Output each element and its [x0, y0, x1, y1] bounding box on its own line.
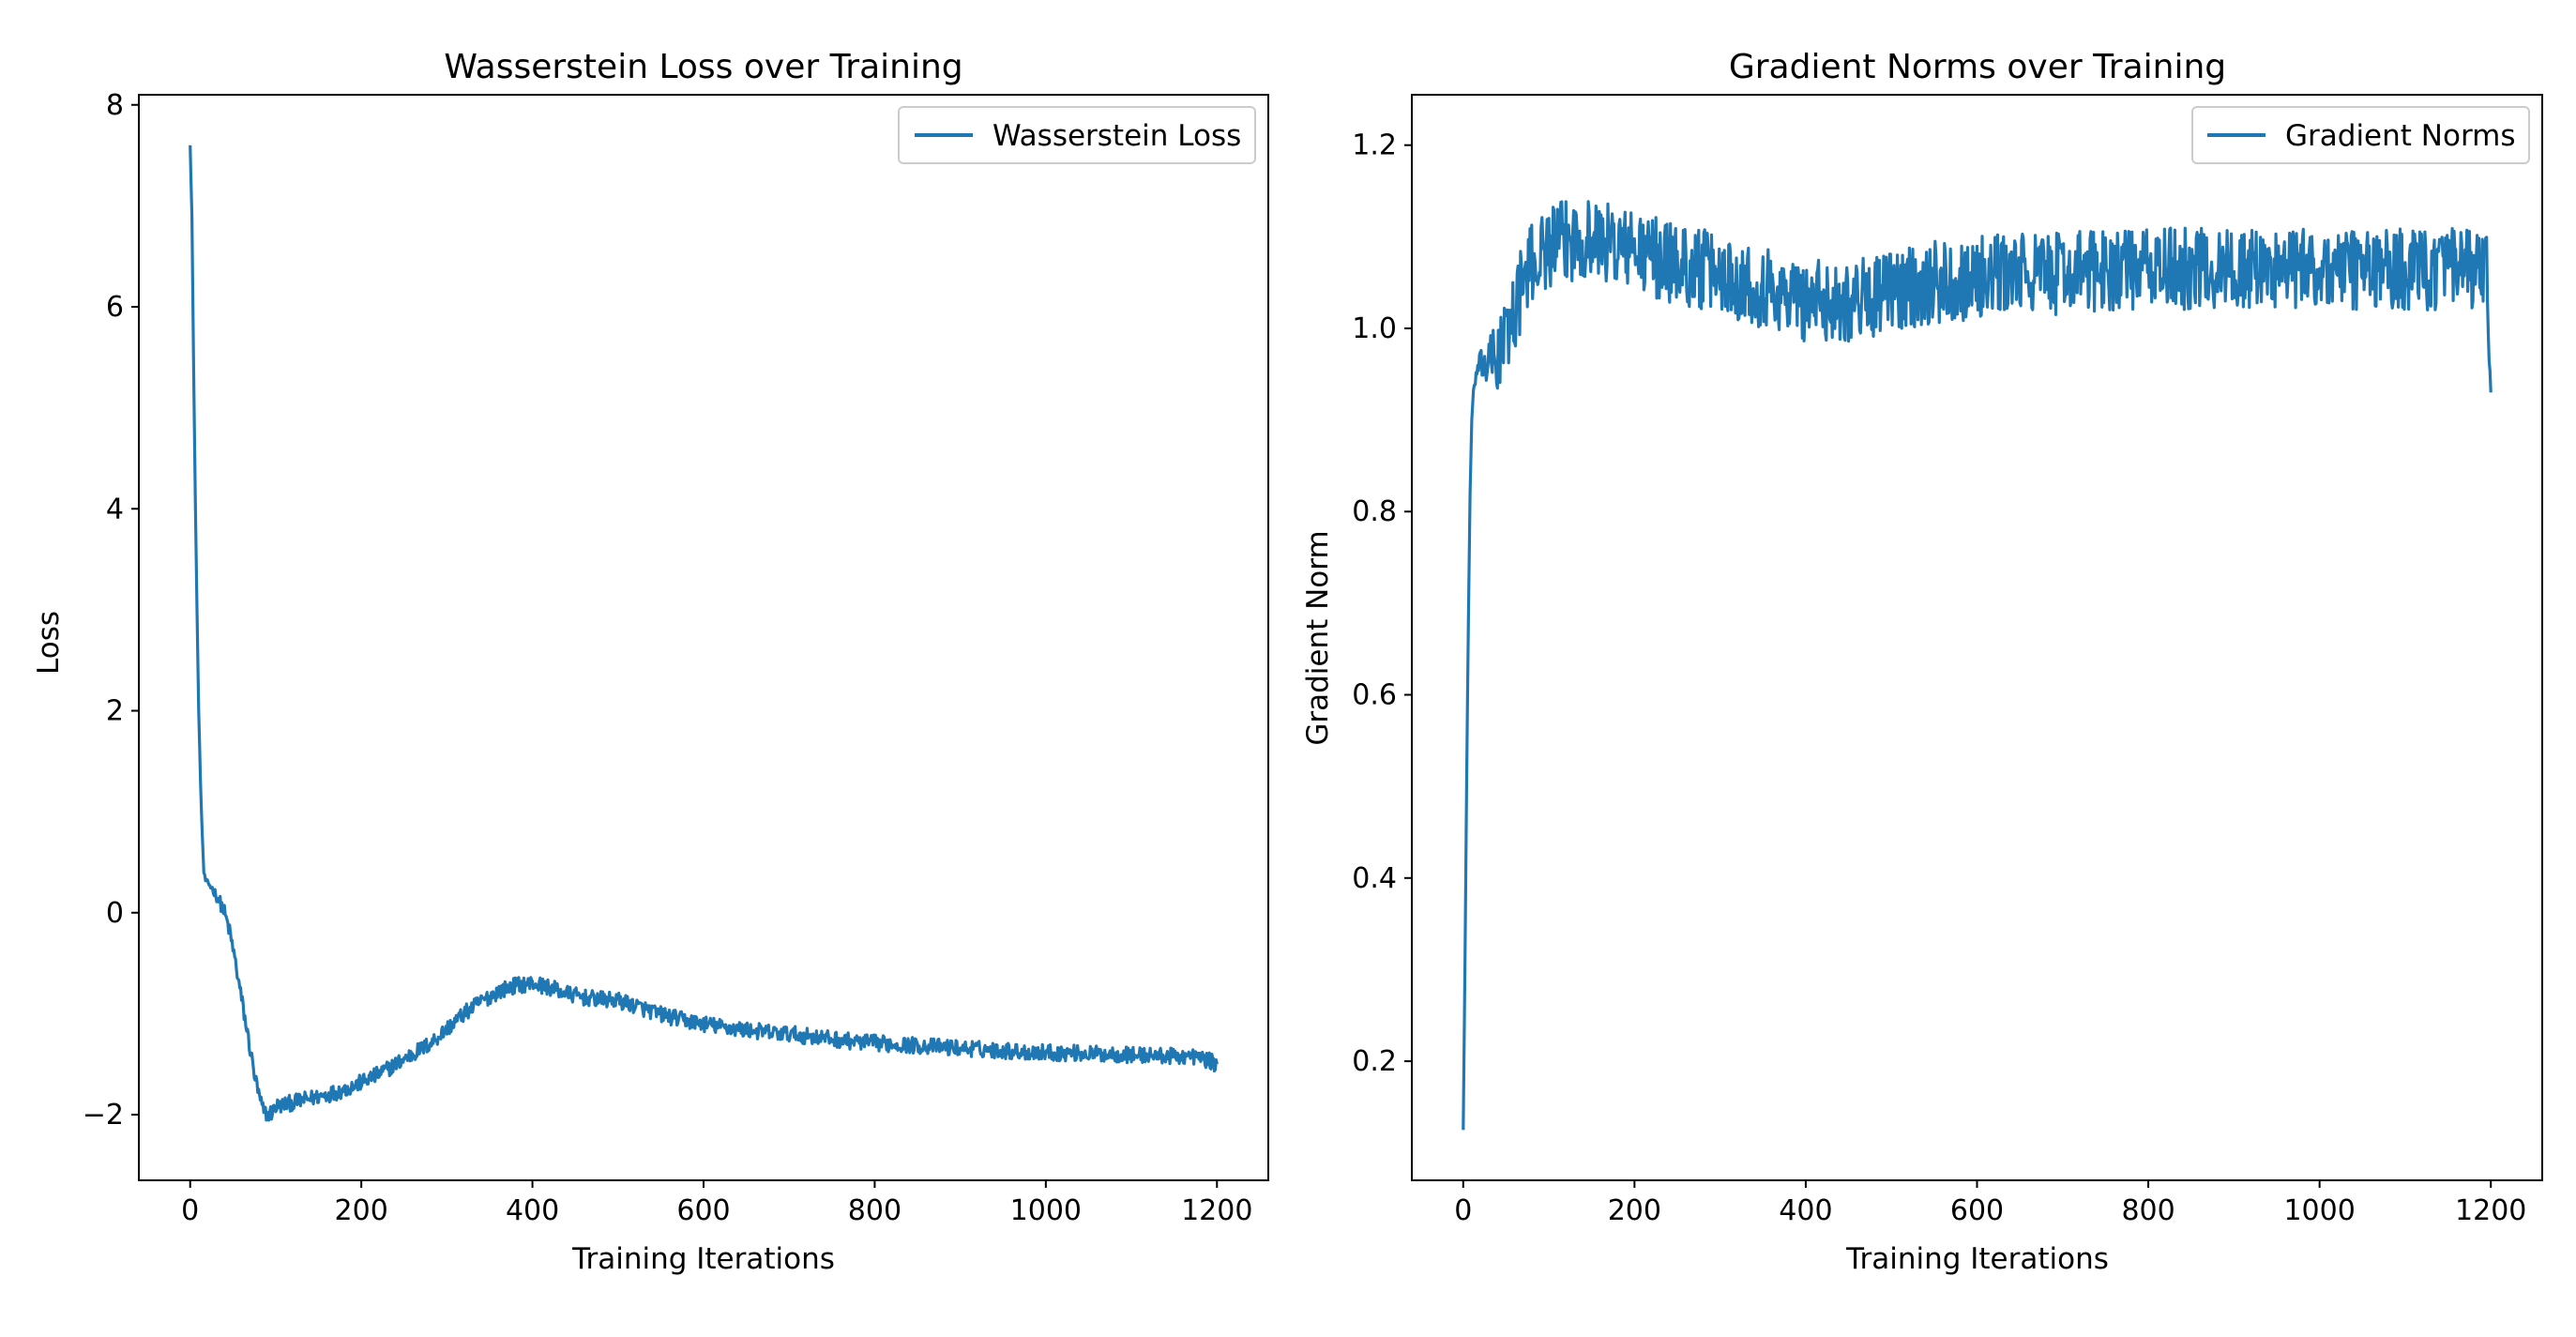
x-tick-label: 1000 — [1010, 1194, 1082, 1227]
legend-label: Wasserstein Loss — [993, 119, 1241, 153]
y-tick-label: 8 — [106, 89, 124, 122]
y-ticks: 0.2 0.4 0.6 0.8 1.0 1.2 — [1352, 129, 1412, 1078]
y-tick-label: 0.8 — [1352, 495, 1397, 528]
x-tick-label: 200 — [335, 1194, 388, 1227]
x-ticks: 0 200 400 600 800 1000 1200 — [1454, 1180, 2526, 1227]
x-tick-label: 200 — [1608, 1194, 1661, 1227]
y-tick-label: 0.6 — [1352, 679, 1397, 712]
legend: Gradient Norms — [2191, 106, 2530, 164]
y-tick-label: 0.4 — [1352, 862, 1397, 895]
x-tick-label: 800 — [2121, 1194, 2174, 1227]
legend-box — [2191, 106, 2530, 164]
x-tick-label: 400 — [1779, 1194, 1832, 1227]
axes-frame — [1411, 94, 2543, 1181]
x-axis-label: Training Iterations — [571, 1242, 835, 1276]
y-tick-label: 6 — [106, 291, 124, 324]
gradient-norms-chart: Gradient Norms over Training Training It… — [1301, 48, 2543, 1276]
y-tick-label: 1.0 — [1352, 312, 1397, 345]
axes-frame — [138, 94, 1269, 1181]
y-tick-label: −2 — [83, 1099, 124, 1132]
x-tick-label: 800 — [848, 1194, 902, 1227]
plot-area — [189, 144, 1219, 1122]
y-tick-label: 1.2 — [1352, 129, 1397, 162]
wasserstein-loss-chart: Wasserstein Loss over Training Training … — [32, 48, 1269, 1276]
x-ticks: 0 200 400 600 800 1000 1200 — [181, 1180, 1252, 1227]
x-tick-label: 0 — [1454, 1194, 1472, 1227]
x-tick-label: 0 — [181, 1194, 199, 1227]
x-tick-label: 1000 — [2283, 1194, 2355, 1227]
y-tick-label: 0 — [106, 897, 124, 930]
y-axis-label: Loss — [32, 611, 66, 675]
plot-area — [1462, 200, 2493, 1131]
x-axis-label: Training Iterations — [1845, 1242, 2109, 1276]
legend-box — [898, 106, 1256, 164]
x-tick-label: 600 — [1950, 1194, 2004, 1227]
y-axis-label: Gradient Norm — [1301, 530, 1335, 745]
series-line — [1462, 200, 2493, 1131]
legend: Wasserstein Loss — [898, 106, 1256, 164]
y-tick-label: 4 — [106, 493, 124, 525]
series-line — [189, 144, 1219, 1122]
legend-label: Gradient Norms — [2285, 119, 2516, 153]
x-tick-label: 600 — [676, 1194, 730, 1227]
y-tick-label: 2 — [106, 695, 124, 728]
x-tick-label: 1200 — [1181, 1194, 1252, 1227]
y-ticks: −2 0 2 4 6 8 — [83, 89, 139, 1132]
chart-title: Gradient Norms over Training — [1729, 48, 2226, 86]
y-tick-label: 0.2 — [1352, 1045, 1397, 1078]
x-tick-label: 1200 — [2455, 1194, 2526, 1227]
chart-title: Wasserstein Loss over Training — [444, 48, 962, 86]
x-tick-label: 400 — [506, 1194, 559, 1227]
